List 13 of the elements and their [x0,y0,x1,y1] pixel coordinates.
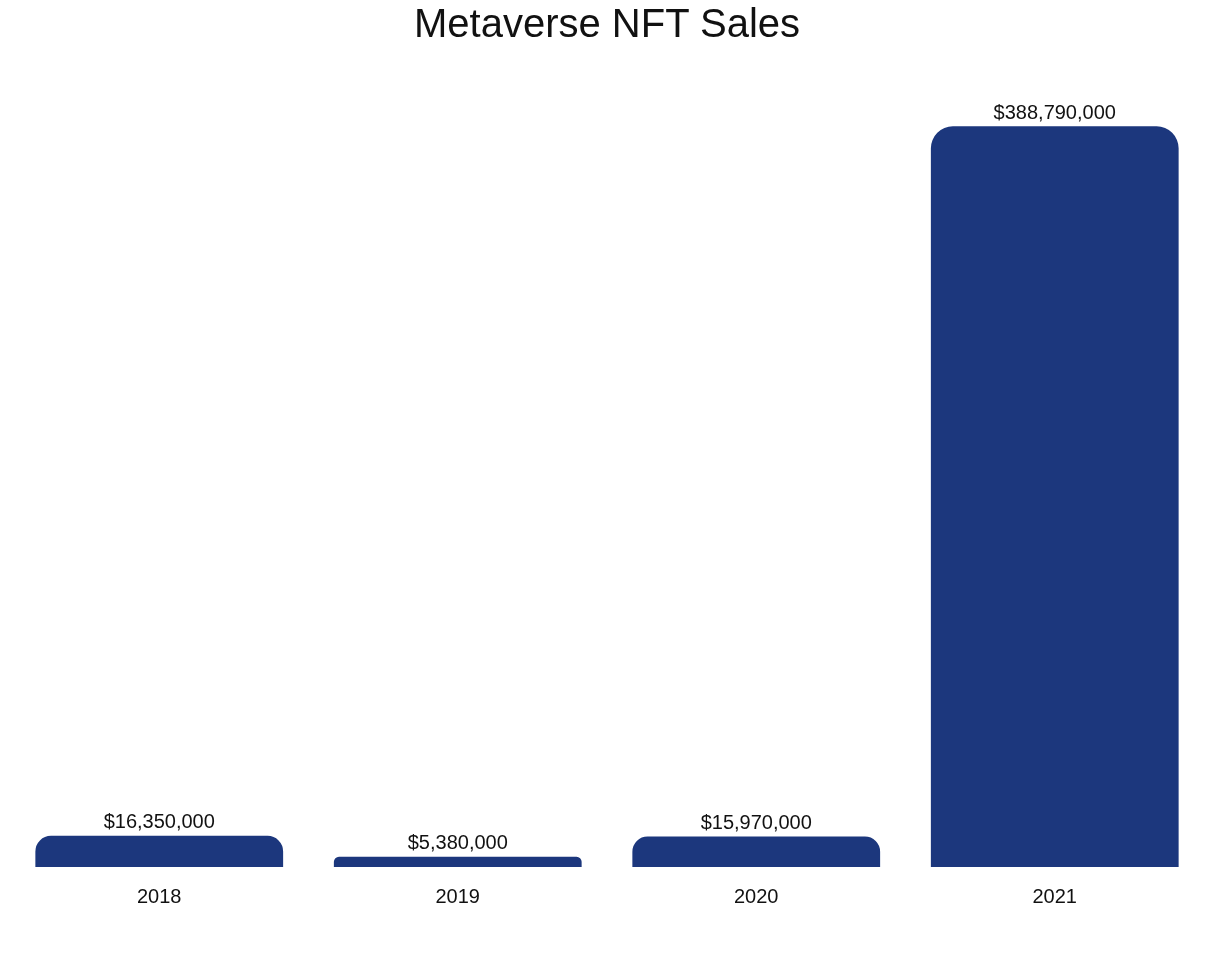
x-tick-label: 2018 [137,884,182,907]
bar [632,836,881,867]
data-label: $388,790,000 [993,100,1116,123]
bar [333,856,582,867]
chart-title: Metaverse NFT Sales [413,1,801,46]
bar [930,126,1179,867]
data-label: $16,350,000 [103,810,215,833]
x-tick-label: 2021 [1032,884,1077,907]
data-label: $5,380,000 [407,831,508,854]
x-tick-label: 2019 [435,884,480,907]
bar [35,835,284,867]
x-tick-label: 2020 [734,884,779,907]
data-label: $15,970,000 [700,811,812,834]
